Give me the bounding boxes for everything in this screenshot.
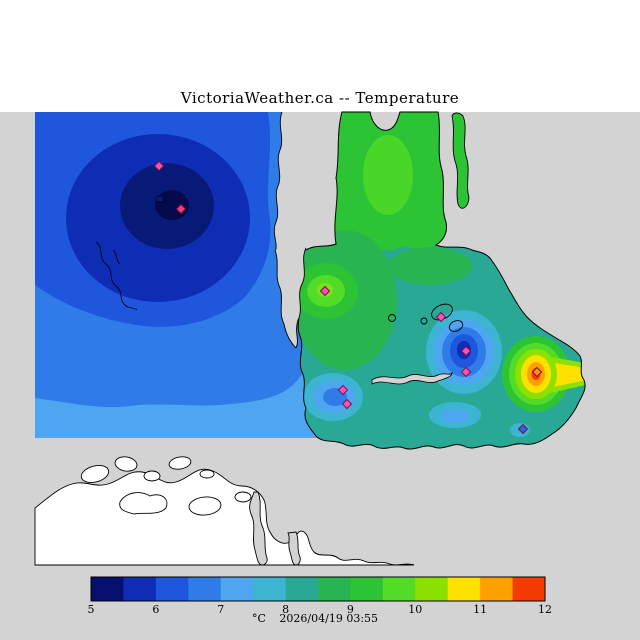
colorbar-segment	[188, 577, 222, 601]
island	[168, 456, 192, 470]
no-data-land-coastline	[273, 111, 283, 253]
island	[119, 492, 168, 515]
ocean-coastline-squiggle	[112, 249, 121, 265]
colorbar-tick-label: 6	[152, 603, 159, 616]
no-data-land-fill	[274, 112, 350, 256]
colorbar-segment	[512, 577, 546, 601]
inlet	[274, 247, 307, 349]
colorbar-segment	[285, 577, 319, 601]
peninsula-bright-green	[363, 135, 413, 215]
station-marker	[153, 160, 165, 172]
colorbar-segment	[318, 577, 351, 601]
colorbar-segment	[91, 577, 124, 601]
land-temperature-blobs	[294, 112, 586, 437]
timestamp-label: 2026/04/19 03:55	[279, 612, 378, 625]
colorbar-segment	[415, 577, 449, 601]
land-green-patch	[388, 247, 472, 285]
colorbar-segments	[91, 577, 546, 601]
station-marker	[319, 285, 331, 297]
islet-outline	[155, 195, 165, 203]
station-marker	[435, 311, 447, 323]
lakes	[388, 303, 464, 332]
colorbar-segment	[480, 577, 514, 601]
station-marker	[337, 384, 349, 396]
island	[199, 469, 215, 479]
colorbar-ticks: 5 6 7 8 9 10 11 12	[88, 603, 553, 616]
no-data-land	[273, 111, 350, 256]
lake-outline	[420, 317, 428, 325]
lake-outline	[431, 303, 453, 321]
colorbar-segment	[447, 577, 481, 601]
island	[188, 496, 222, 516]
outside-domain-land	[34, 456, 415, 566]
station-marker	[341, 398, 353, 410]
harbour-inlet	[371, 371, 453, 385]
colorbar-segment	[220, 577, 254, 601]
inlet-west-shore	[274, 249, 297, 349]
colorbar-segment	[253, 577, 287, 601]
station-marker	[460, 345, 472, 357]
station-marker	[460, 366, 472, 378]
inlet-fill	[275, 248, 306, 348]
lake-outline	[448, 320, 464, 332]
colorbar-segment	[123, 577, 157, 601]
island	[143, 470, 161, 482]
colorbar-frame	[90, 576, 546, 602]
page-title: VictoriaWeather.ca -- Temperature	[180, 89, 459, 107]
colorbar-tick-label: 10	[408, 603, 422, 616]
island	[234, 491, 252, 503]
island	[80, 465, 110, 483]
colorbar-caption: °C 2026/04/19 03:55	[252, 612, 378, 625]
colorbar-tick-label: 9	[347, 603, 354, 616]
station-marker	[175, 203, 187, 215]
station-markers	[153, 160, 543, 435]
station-marker	[531, 366, 543, 378]
unit-label: °C	[252, 612, 266, 625]
colorbar-tick-label: 5	[88, 603, 95, 616]
colorbar-tick-label: 11	[473, 603, 487, 616]
lake-outline	[388, 314, 396, 322]
header-band	[0, 0, 640, 112]
station-marker	[517, 423, 529, 435]
sound-channel	[249, 491, 268, 566]
colorbar: 5 6 7 8 9 10 11 12 °C 2026/04/19 03:55	[88, 576, 553, 625]
island	[114, 456, 138, 472]
colorbar-segment	[155, 577, 189, 601]
hotspot-wedge	[548, 362, 586, 388]
ocean-coastline-squiggle	[95, 241, 138, 311]
colorbar-tick-label: 8	[282, 603, 289, 616]
colorbar-segment	[350, 577, 384, 601]
coastal-cyan-patch	[440, 409, 470, 423]
sound-channel	[287, 531, 301, 566]
colorbar-segment	[382, 577, 416, 601]
south-mainland	[34, 468, 415, 566]
inlet-east-shore	[295, 247, 307, 349]
colorbar-tick-label: 7	[217, 603, 224, 616]
colorbar-tick-label: 12	[538, 603, 552, 616]
